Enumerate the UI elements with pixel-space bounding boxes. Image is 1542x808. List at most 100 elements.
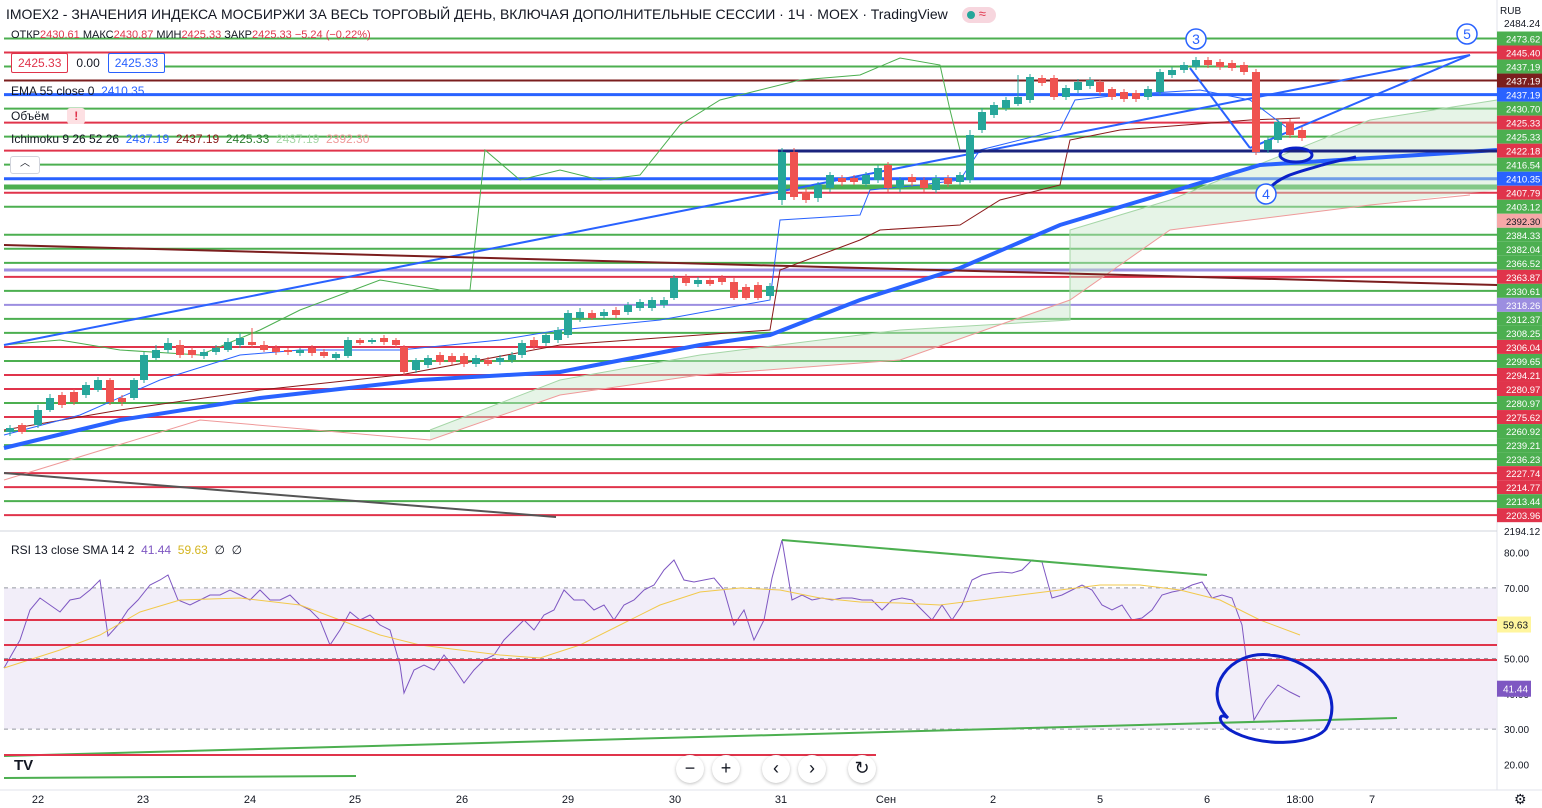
price-label: 2213.44: [1506, 497, 1540, 508]
candle: [670, 278, 678, 298]
wave-label: 5: [1463, 26, 1471, 42]
candle: [18, 425, 26, 432]
price-label: 2392.30: [1506, 217, 1540, 228]
ichimoku-conversion-line: [3, 89, 1291, 436]
candle: [978, 112, 986, 130]
candle: [260, 345, 268, 350]
ema-legend[interactable]: EMA 55 close 0 2410.35: [11, 84, 144, 98]
price-label: 2437.19: [1506, 77, 1540, 88]
volume-legend[interactable]: Объём!: [11, 108, 86, 124]
candle: [742, 287, 750, 298]
symbol-title[interactable]: IMOEX2 - ЗНАЧЕНИЯ ИНДЕКСА МОСБИРЖИ ЗА ВЕ…: [6, 6, 948, 22]
candle: [424, 358, 432, 365]
spread-value: 0.00: [68, 54, 108, 72]
candle: [284, 350, 292, 352]
candle: [1096, 82, 1104, 92]
price-label: 2275.62: [1506, 413, 1540, 424]
candle: [1228, 63, 1236, 68]
ichimoku-lead2-value: 2392.30: [326, 132, 370, 146]
price-axis-cut-label: 2194.12: [1504, 527, 1541, 538]
volume-label: Объём: [11, 109, 50, 123]
candle: [1298, 130, 1306, 138]
price-label-bg: [1497, 452, 1542, 467]
candle: [766, 286, 774, 296]
ichimoku-label: Ichimoku 9 26 52 26: [11, 132, 120, 146]
price-label-bg: [1497, 241, 1542, 256]
candle: [70, 392, 78, 402]
candle: [1192, 60, 1200, 67]
time-axis-label: 5: [1097, 794, 1103, 806]
rsi-na-1: ∅: [214, 543, 225, 557]
market-status-pill[interactable]: ≈: [961, 6, 996, 24]
price-label: 2366.52: [1506, 259, 1540, 270]
candle: [248, 342, 256, 345]
candle: [164, 343, 172, 350]
candle: [1216, 62, 1224, 67]
candle: [392, 340, 400, 345]
open-value: 2430.61: [40, 29, 80, 41]
ichimoku-conversion-value: 2437.19: [125, 132, 170, 146]
wave-label-circle: [1255, 183, 1277, 205]
price-label-bg: [1497, 199, 1542, 214]
price-label-bg: [1497, 382, 1542, 396]
candle: [802, 192, 810, 200]
candle: [576, 312, 584, 318]
candle: [380, 338, 388, 342]
candle: [1144, 89, 1152, 97]
candle: [6, 428, 14, 432]
candle: [612, 310, 620, 315]
price-label: 2312.37: [1506, 315, 1540, 326]
candle: [1086, 80, 1094, 86]
reset-chart-button[interactable]: ↻: [848, 755, 876, 783]
time-axis-label: 22: [32, 794, 44, 806]
chevron-up-icon[interactable]: ︿: [10, 156, 40, 174]
rsi-label: RSI 13 close SMA 14 2: [11, 543, 135, 557]
price-label-bg: [1497, 115, 1542, 130]
rsi-axis-tick: 70.00: [1504, 584, 1529, 595]
ichimoku-lagging-value: 2425.33: [225, 132, 270, 146]
tradingview-logo[interactable]: TV: [14, 757, 34, 774]
price-label-bg: [1497, 283, 1542, 298]
price-label: 2410.35: [1506, 175, 1540, 186]
price-label: 2445.40: [1506, 49, 1540, 60]
rsi-tag-bg: [1497, 680, 1531, 697]
candle: [718, 278, 726, 282]
gear-icon[interactable]: ⚙: [1514, 791, 1527, 807]
candle: [58, 395, 66, 405]
candle: [838, 178, 846, 182]
price-label: 2280.97: [1506, 385, 1540, 396]
price-label-bg: [1497, 396, 1542, 411]
candle: [212, 348, 220, 352]
time-axis-label: 18:00: [1286, 794, 1314, 806]
candle: [1204, 60, 1212, 65]
ichimoku-legend[interactable]: Ichimoku 9 26 52 26 2437.19 2437.19 2425…: [11, 132, 369, 146]
warning-icon[interactable]: !: [67, 108, 86, 124]
candle: [508, 355, 516, 360]
candle: [344, 340, 352, 356]
candle: [1062, 88, 1070, 97]
candle: [82, 385, 90, 395]
price-label: 2214.77: [1506, 483, 1540, 494]
buy-button[interactable]: 2425.33: [107, 53, 166, 73]
candle: [118, 398, 126, 402]
price-label-bg: [1497, 480, 1542, 495]
price-label-bg: [1497, 157, 1542, 172]
scroll-back-button[interactable]: ‹: [762, 755, 790, 783]
candle: [460, 356, 468, 364]
zoom-in-button[interactable]: +: [712, 755, 740, 783]
market-open-dot-icon: [966, 11, 975, 20]
close-value: 2425.33: [252, 29, 292, 41]
trend-line-upper: [3, 54, 1471, 346]
ichimoku-lead2-line: [3, 194, 1471, 481]
rsi-legend[interactable]: RSI 13 close SMA 14 2 41.44 59.63 ∅ ∅: [11, 543, 242, 557]
price-label: 2308.25: [1506, 329, 1540, 340]
candle: [272, 348, 280, 352]
zoom-out-button[interactable]: −: [676, 755, 704, 783]
price-axis-cut-label: 2484.24: [1504, 19, 1541, 30]
scroll-forward-button[interactable]: ›: [798, 755, 826, 783]
currency-label[interactable]: RUB: [1500, 6, 1522, 17]
ichimoku-cloud: [430, 100, 1497, 440]
sell-button[interactable]: 2425.33: [11, 53, 69, 73]
price-label: 2239.21: [1506, 441, 1540, 452]
